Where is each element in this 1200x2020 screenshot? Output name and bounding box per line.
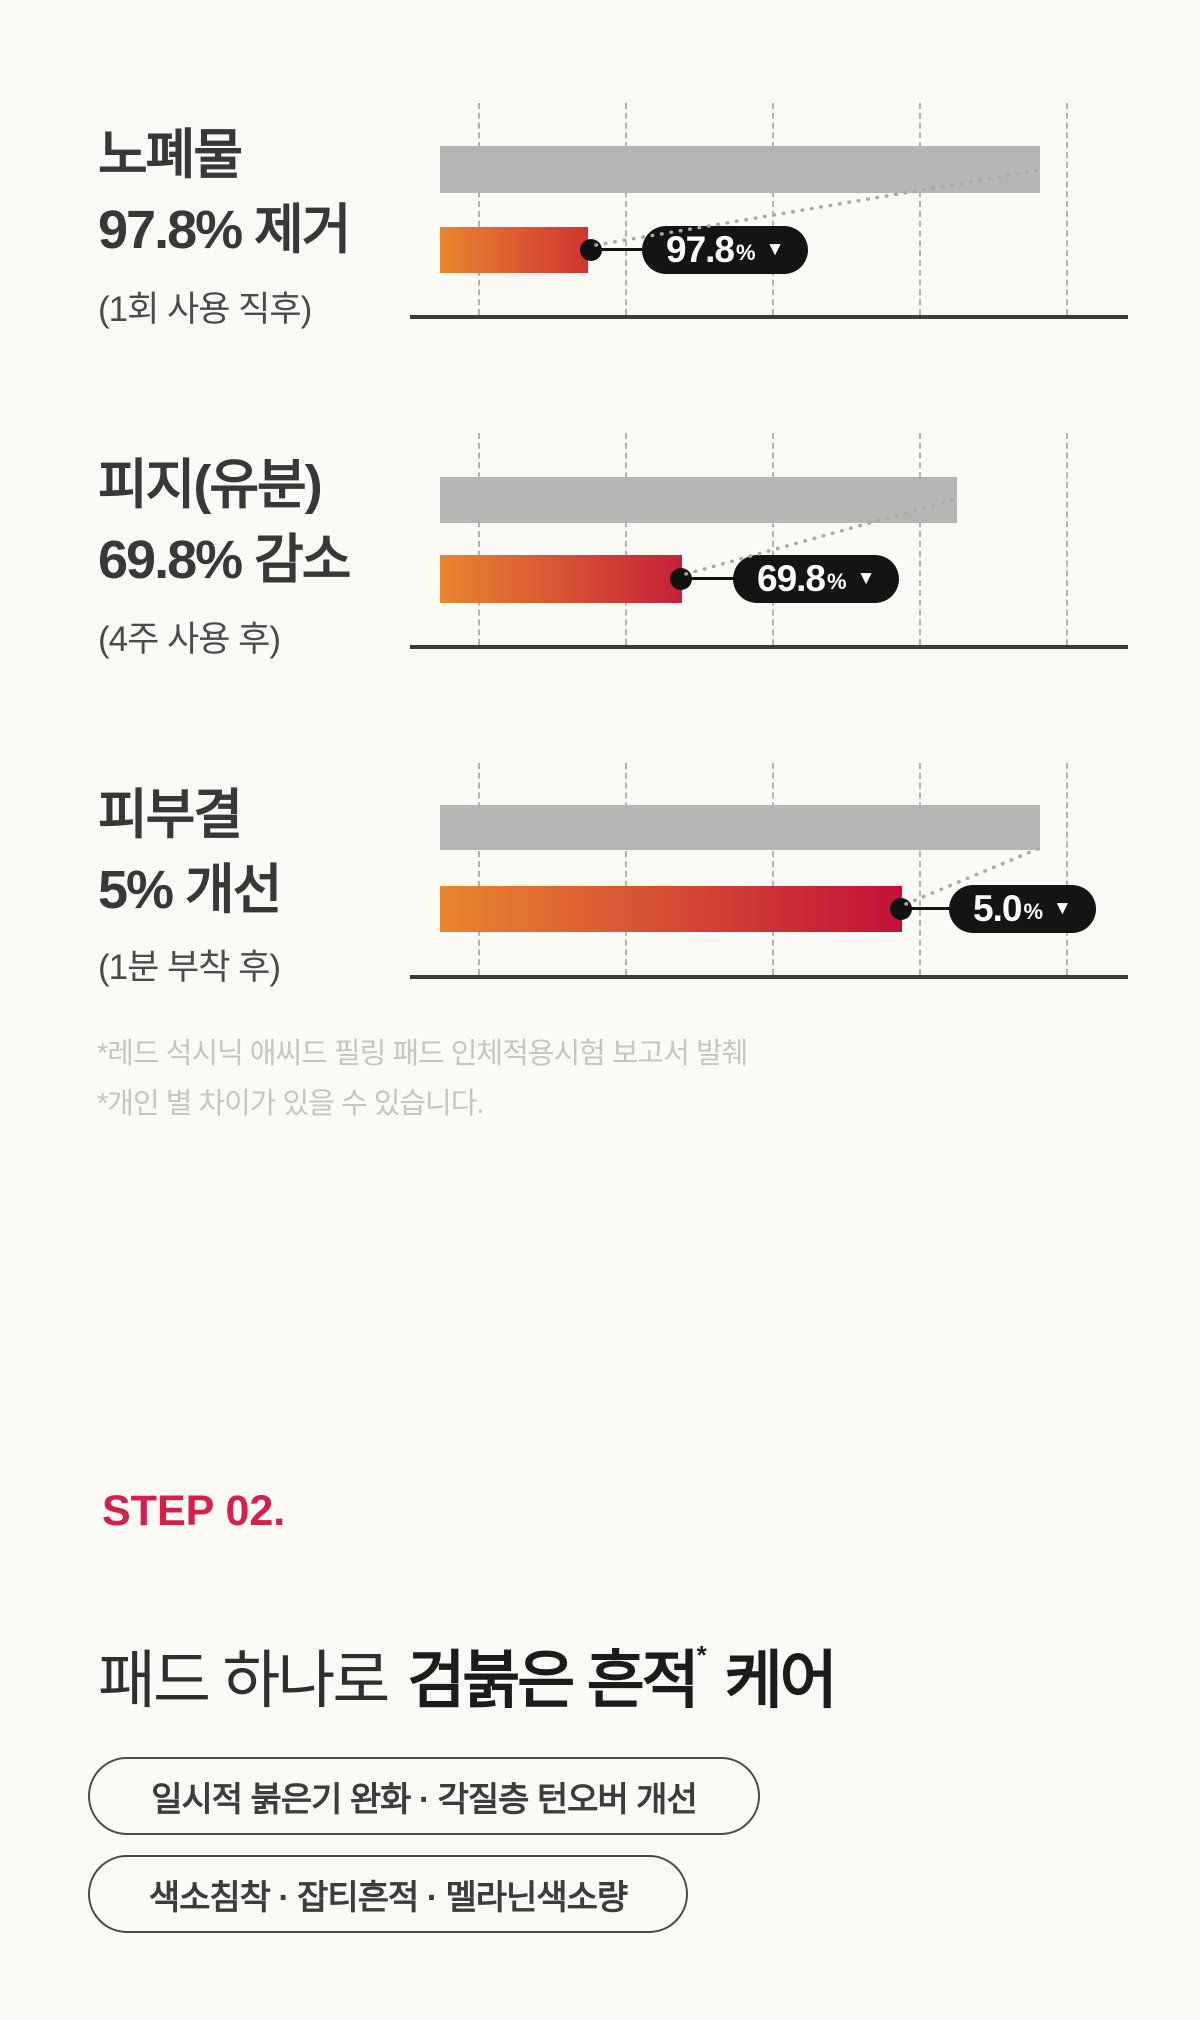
chart2-title-line2: 69.8% 감소 [98,530,351,590]
chart1-note: (1회 사용 직후) [98,290,312,329]
down-triangle-icon: ▼ [1053,898,1072,919]
pill-label: 일시적 붉은기 완화 · 각질층 턴오버 개선 [151,1780,697,1819]
gridline [772,433,774,645]
gridline [772,103,774,315]
chart1-axis-baseline [410,315,1128,319]
chart3-title-line2: 5% 개선 [98,860,282,920]
chart3-badge-unit: % [1023,899,1043,924]
chart2-note: (4주 사용 후) [98,620,281,659]
chart1-before-bar [440,146,1040,193]
chart1-value-badge: 97.8 % ▼ [642,226,809,274]
gridline [919,763,921,975]
chart1-connector-line [591,248,652,251]
heading-bold-part: 검붉은 흔적* [407,1640,707,1716]
chart2-after-bar [440,555,682,603]
benefit-pill-redness-turnover: 일시적 붉은기 완화 · 각질층 턴오버 개선 [88,1757,760,1835]
chart3-value-badge: 5.0 % ▼ [949,885,1096,933]
gridline [772,763,774,975]
section-heading: 패드 하나로 검붉은 흔적* 케어 [98,1630,838,1721]
gridline [1066,433,1068,645]
gridline [1066,763,1068,975]
chart3-before-bar [440,805,1040,850]
chart1-after-bar [440,227,588,273]
down-triangle-icon: ▼ [856,568,876,589]
chart3-after-bar [440,886,902,932]
chart3-badge-value: 5.0 [973,888,1022,929]
chart2-badge-value: 69.8 [757,558,826,599]
gridline [1066,103,1068,315]
chart1-badge-value: 97.8 [666,229,735,270]
chart3-note: (1분 부착 후) [98,948,281,987]
chart2-title-line1: 피지(유분) [98,455,323,515]
heading-bold-part2: 케어 [724,1646,838,1716]
chart3-axis-baseline [410,975,1128,979]
gridline [625,763,627,975]
pill-label: 색소침착 · 잡티흔적 · 멜라닌색소량 [148,1878,628,1917]
chart1-badge-unit: % [736,240,756,265]
gridline [478,763,480,975]
gridline [919,103,921,315]
gridline [919,433,921,645]
chart3-title-line1: 피부결 [98,785,243,845]
gridline [478,433,480,645]
asterisk-superscript: * [696,1640,707,1670]
down-triangle-icon: ▼ [765,239,785,260]
footnote-disclaimer: *개인 별 차이가 있을 수 있습니다. [97,1088,484,1120]
chart2-connector-line [681,577,743,580]
footnote-source: *레드 석시닉 애씨드 필링 패드 인체적용시험 보고서 발췌 [97,1038,748,1070]
gridline [625,103,627,315]
gridline [625,433,627,645]
gridline [478,103,480,315]
step-label: STEP 02. [102,1487,286,1535]
benefit-pill-pigmentation: 색소침착 · 잡티흔적 · 멜라닌색소량 [88,1855,688,1933]
chart2-before-bar [440,477,957,523]
heading-light-part: 패드 하나로 [98,1646,390,1716]
chart3-connector-line [901,907,959,910]
chart1-title-line1: 노폐물 [98,125,243,185]
chart2-value-badge: 69.8 % ▼ [733,555,900,603]
chart2-axis-baseline [410,645,1128,649]
chart1-title-line2: 97.8% 제거 [98,200,351,260]
chart2-badge-unit: % [827,569,847,594]
